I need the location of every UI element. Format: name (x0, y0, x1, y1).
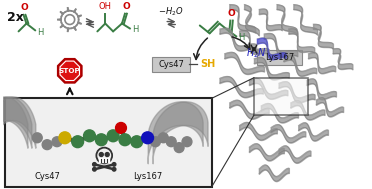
Circle shape (72, 136, 84, 148)
Circle shape (93, 163, 96, 166)
Text: H: H (132, 25, 138, 34)
Circle shape (182, 137, 192, 147)
Circle shape (68, 18, 71, 21)
Circle shape (131, 136, 142, 148)
Circle shape (84, 130, 95, 142)
Circle shape (99, 153, 103, 156)
Text: O: O (227, 9, 235, 18)
Text: $-H_2O$: $-H_2O$ (158, 5, 184, 18)
Circle shape (42, 140, 52, 150)
Circle shape (32, 133, 42, 143)
Circle shape (112, 167, 116, 171)
Circle shape (119, 134, 131, 146)
Text: H: H (238, 33, 244, 42)
Text: O: O (20, 3, 28, 12)
FancyBboxPatch shape (152, 57, 190, 72)
Circle shape (174, 143, 184, 153)
Text: 2x: 2x (7, 11, 23, 24)
Text: Lys167: Lys167 (265, 53, 294, 62)
Text: O: O (122, 2, 130, 11)
FancyBboxPatch shape (257, 50, 302, 65)
Bar (254, 78, 308, 115)
Circle shape (107, 130, 119, 142)
Text: Lys167: Lys167 (133, 172, 162, 181)
Circle shape (52, 137, 62, 147)
Circle shape (158, 133, 168, 143)
Circle shape (116, 122, 126, 133)
Text: $H_2N$: $H_2N$ (246, 46, 267, 60)
Text: Cys47: Cys47 (158, 60, 184, 69)
Text: OH: OH (99, 2, 112, 11)
Circle shape (166, 137, 176, 147)
Circle shape (142, 132, 154, 144)
Circle shape (105, 153, 109, 156)
Circle shape (95, 134, 107, 146)
Text: STOP: STOP (59, 68, 81, 74)
Circle shape (59, 132, 71, 144)
Circle shape (93, 167, 96, 171)
Circle shape (112, 163, 116, 166)
Text: Cys47: Cys47 (34, 172, 60, 181)
Circle shape (151, 137, 160, 147)
Bar (5, 98, 212, 187)
Text: SH: SH (200, 59, 215, 69)
Bar (99, 158, 109, 162)
Polygon shape (58, 59, 81, 83)
Text: H: H (37, 28, 44, 37)
